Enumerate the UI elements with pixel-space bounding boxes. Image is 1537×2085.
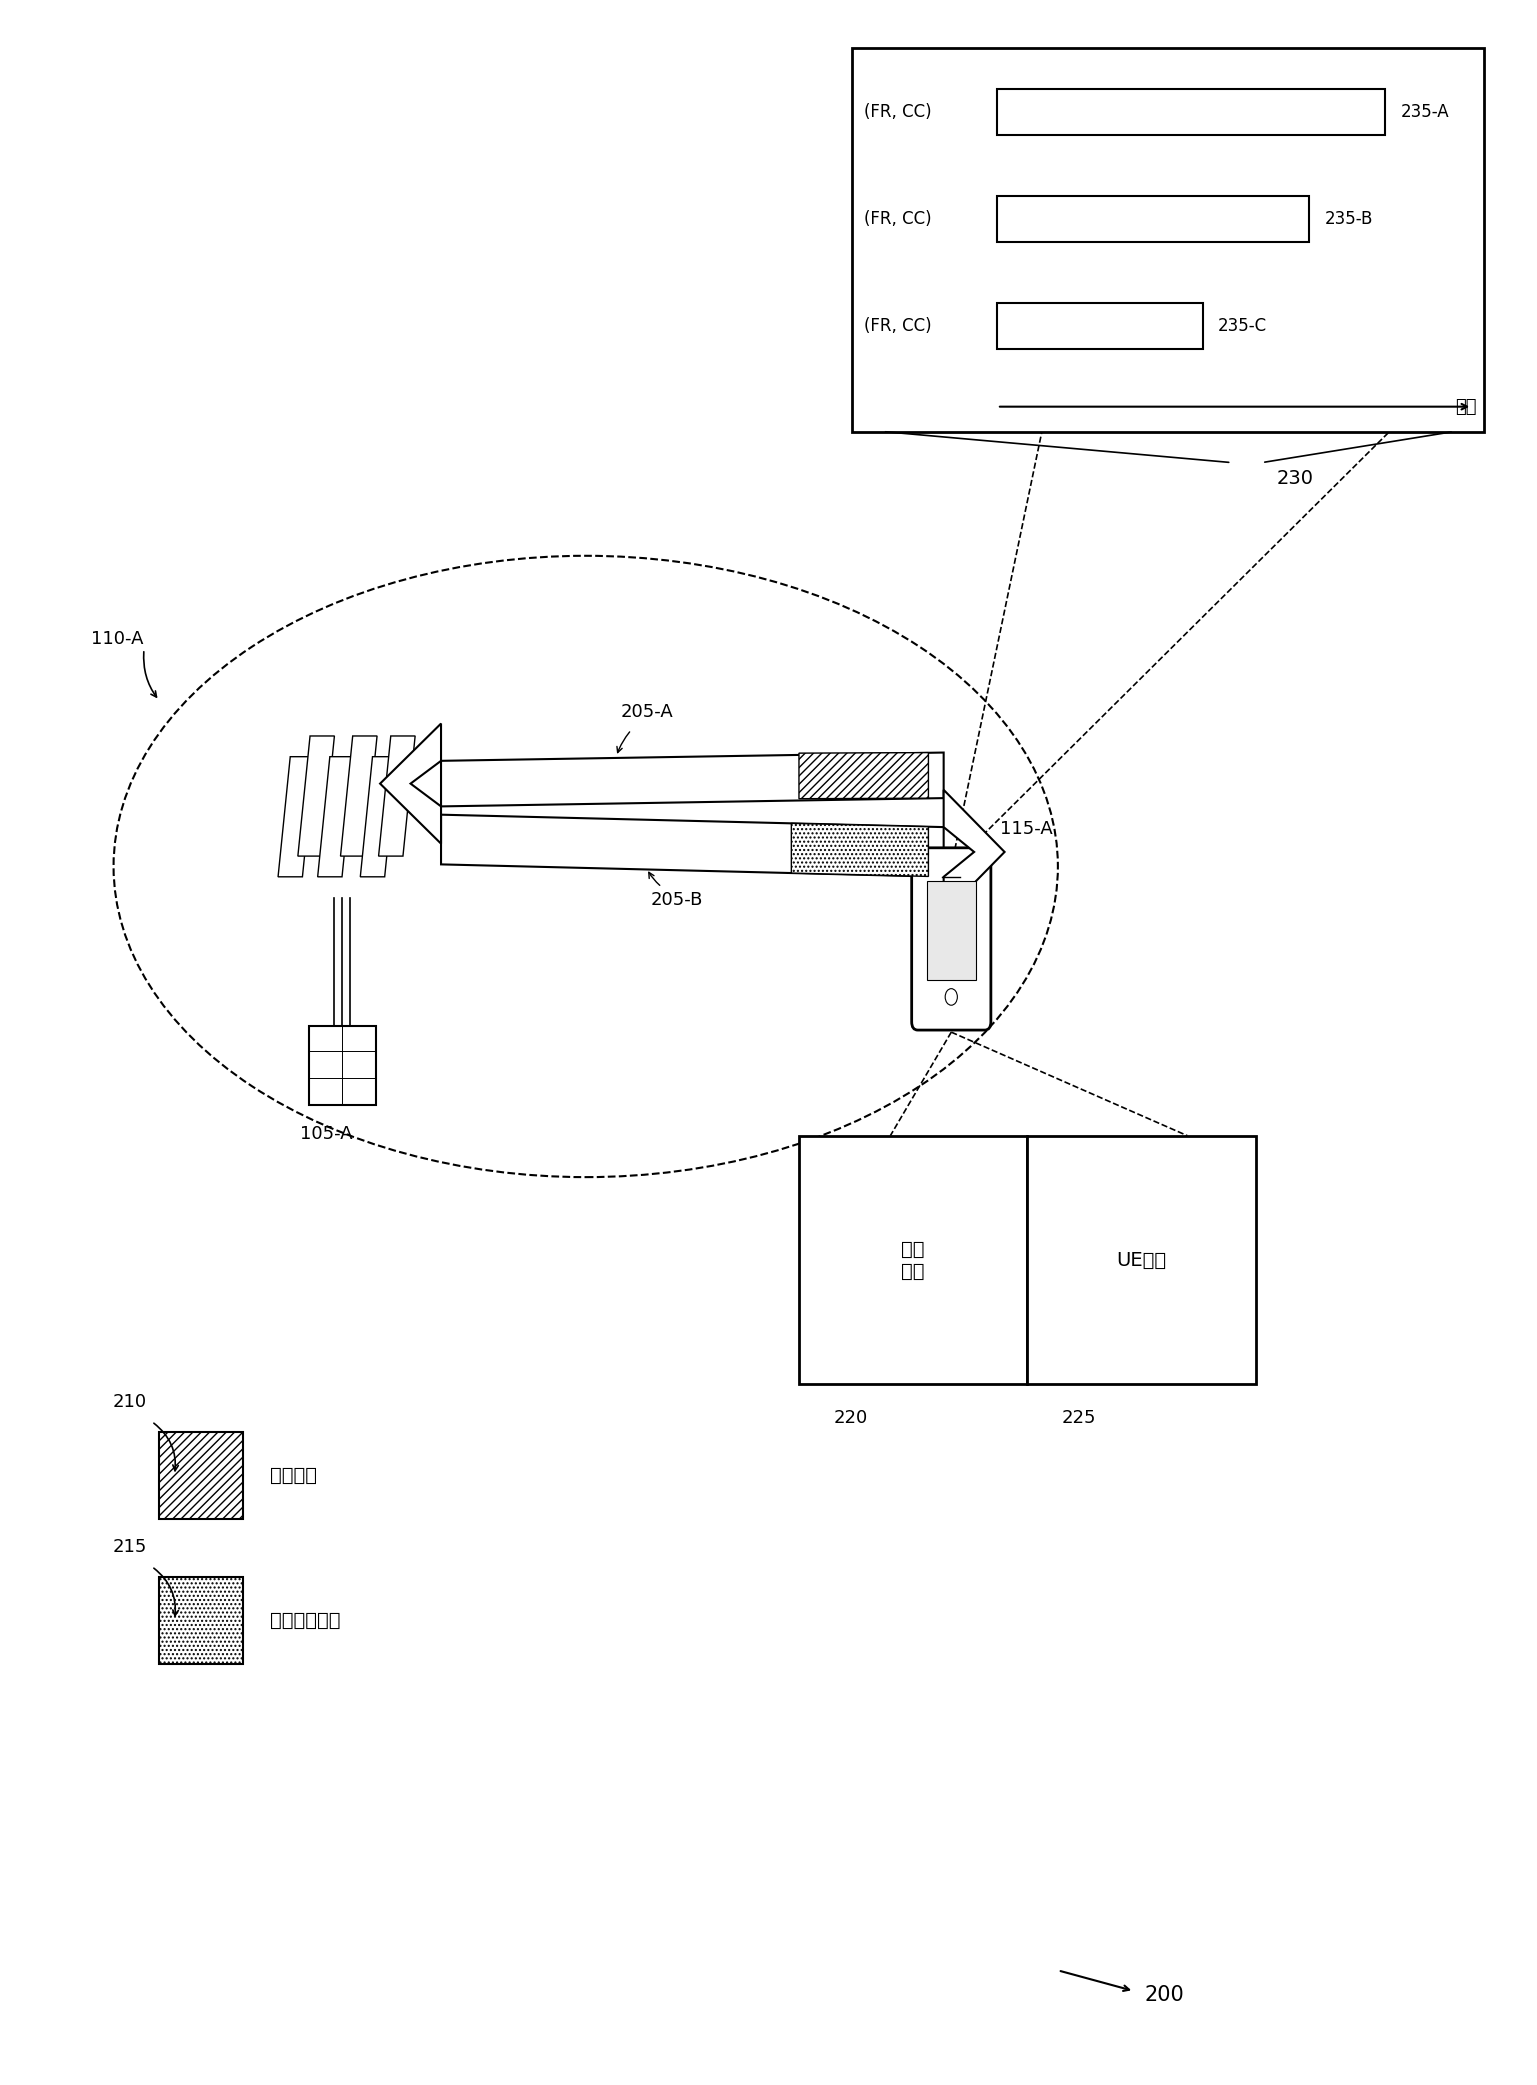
FancyBboxPatch shape <box>853 48 1485 432</box>
Polygon shape <box>318 757 354 878</box>
Text: 205-B: 205-B <box>652 890 704 909</box>
Text: (FR, CC): (FR, CC) <box>864 104 931 121</box>
Polygon shape <box>378 736 415 857</box>
Text: 235-A: 235-A <box>1400 104 1449 121</box>
Polygon shape <box>441 815 944 878</box>
Polygon shape <box>799 753 928 799</box>
FancyBboxPatch shape <box>799 1136 1027 1384</box>
Text: 210: 210 <box>112 1393 148 1412</box>
Text: 230: 230 <box>1276 469 1313 488</box>
Polygon shape <box>944 790 1005 913</box>
Text: 220: 220 <box>833 1409 867 1426</box>
Polygon shape <box>441 753 944 807</box>
FancyBboxPatch shape <box>998 196 1310 242</box>
Polygon shape <box>298 736 335 857</box>
Text: 235-C: 235-C <box>1217 317 1266 336</box>
FancyBboxPatch shape <box>911 849 991 1030</box>
Text: 分量载波指示: 分量载波指示 <box>271 1612 341 1630</box>
Text: 能力指示: 能力指示 <box>271 1466 318 1485</box>
Polygon shape <box>360 757 397 878</box>
Text: 操作
模式: 操作 模式 <box>901 1238 925 1280</box>
Text: 235-B: 235-B <box>1325 211 1373 227</box>
FancyBboxPatch shape <box>1027 1136 1256 1384</box>
FancyBboxPatch shape <box>160 1576 243 1664</box>
FancyBboxPatch shape <box>927 882 976 980</box>
Text: 225: 225 <box>1062 1409 1096 1426</box>
Polygon shape <box>380 723 441 844</box>
Polygon shape <box>278 757 315 878</box>
Text: 105-A: 105-A <box>301 1126 354 1143</box>
FancyBboxPatch shape <box>998 90 1385 136</box>
Polygon shape <box>341 736 377 857</box>
Text: UE模式: UE模式 <box>1116 1251 1167 1270</box>
FancyBboxPatch shape <box>160 1432 243 1518</box>
Text: 115-A: 115-A <box>1001 819 1053 838</box>
Text: (FR, CC): (FR, CC) <box>864 317 931 336</box>
Text: 110-A: 110-A <box>91 630 143 648</box>
Text: 时间: 时间 <box>1456 398 1477 415</box>
Text: 200: 200 <box>1145 1985 1185 2006</box>
Polygon shape <box>792 824 928 876</box>
FancyBboxPatch shape <box>309 1026 375 1105</box>
Text: 205-A: 205-A <box>621 703 673 721</box>
Text: 215: 215 <box>112 1539 148 1555</box>
Text: (FR, CC): (FR, CC) <box>864 211 931 227</box>
FancyBboxPatch shape <box>998 304 1202 348</box>
